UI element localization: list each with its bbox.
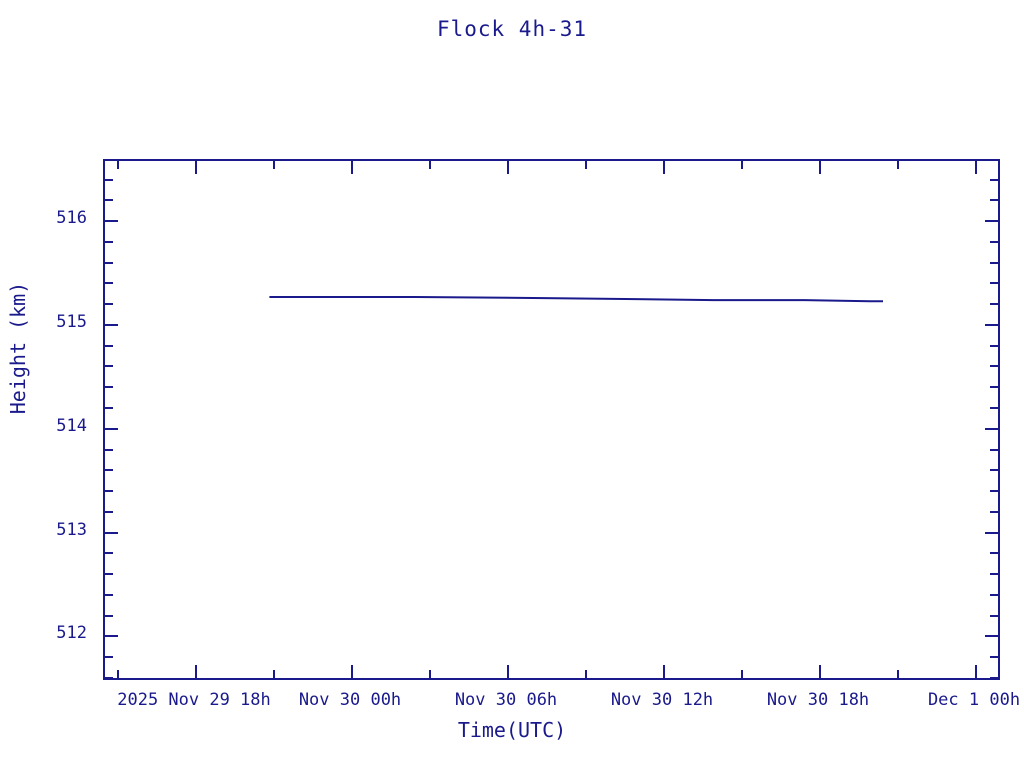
y-axis-minor-tick-right xyxy=(990,510,998,513)
x-axis-minor-tick xyxy=(429,670,431,678)
y-axis-minor-tick-right xyxy=(990,407,998,409)
y-axis-minor-tick xyxy=(105,614,113,617)
y-axis-minor-tick xyxy=(105,656,113,659)
y-axis-minor-tick-right xyxy=(990,573,998,576)
x-axis-minor-tick xyxy=(117,670,119,678)
y-axis-minor-tick xyxy=(105,178,113,181)
x-axis-minor-tick-top xyxy=(897,161,899,169)
x-axis-tick-label: 2025 Nov 29 18h xyxy=(117,690,271,710)
y-axis-minor-tick-right xyxy=(990,656,998,659)
x-axis-minor-tick xyxy=(741,670,743,678)
y-axis-minor-tick xyxy=(105,676,113,679)
x-axis-major-tick-top xyxy=(819,161,821,174)
y-axis-major-tick-right xyxy=(985,635,998,638)
y-axis-minor-tick xyxy=(105,593,113,596)
x-axis-minor-tick xyxy=(585,670,587,678)
x-axis-tick-label: Nov 30 00h xyxy=(298,690,402,710)
y-axis-minor-tick-right xyxy=(990,199,998,202)
x-axis-minor-tick xyxy=(273,670,275,678)
y-axis-minor-tick xyxy=(105,344,113,347)
x-axis-major-tick-top xyxy=(195,161,197,174)
x-axis-minor-tick xyxy=(897,670,899,678)
y-axis-minor-tick-right xyxy=(990,386,998,389)
x-axis-minor-tick-top xyxy=(585,161,587,169)
x-axis-tick-label: Nov 30 18h xyxy=(766,690,870,710)
x-axis-minor-tick-top xyxy=(117,161,119,169)
y-axis-minor-tick xyxy=(105,510,113,513)
y-axis-minor-tick-right xyxy=(990,469,998,472)
x-axis-minor-tick-top xyxy=(273,161,275,169)
y-axis-minor-tick-right xyxy=(990,365,998,368)
x-axis-minor-tick-top xyxy=(429,161,431,169)
y-axis-major-tick-right xyxy=(985,323,998,326)
y-axis-minor-tick-right xyxy=(990,303,998,306)
y-axis-major-tick xyxy=(105,323,118,326)
y-axis-major-tick-right xyxy=(985,427,998,430)
y-axis-major-tick xyxy=(105,635,118,638)
x-axis-tick-label: Nov 30 06h xyxy=(454,690,558,710)
y-axis-minor-tick-right xyxy=(990,344,998,347)
x-axis-major-tick-top xyxy=(663,161,665,174)
y-axis-major-tick-right xyxy=(985,220,998,223)
x-axis-major-tick xyxy=(975,665,977,678)
y-axis-title: Height (km) xyxy=(6,281,30,415)
x-axis-major-tick-top xyxy=(975,161,977,174)
x-axis-major-tick xyxy=(351,665,353,678)
x-axis-minor-tick-top xyxy=(741,161,743,169)
y-axis-tick-label: 516 xyxy=(56,208,87,229)
y-axis-minor-tick xyxy=(105,573,113,576)
x-axis-major-tick-top xyxy=(507,161,509,174)
y-axis-minor-tick-right xyxy=(990,490,998,493)
plot-frame xyxy=(103,159,1000,680)
y-axis-minor-tick-right xyxy=(990,593,998,596)
y-axis-major-tick xyxy=(105,427,118,430)
y-axis-tick-label: 513 xyxy=(56,519,87,540)
y-axis-tick-label: 512 xyxy=(56,623,87,644)
y-axis-minor-tick-right xyxy=(990,282,998,285)
y-axis-minor-tick-right xyxy=(990,261,998,264)
y-axis-minor-tick xyxy=(105,240,113,243)
y-axis-minor-tick xyxy=(105,199,113,202)
chart-title: Flock 4h-31 xyxy=(436,17,588,41)
y-axis-minor-tick-right xyxy=(990,552,998,555)
x-axis-major-tick xyxy=(663,665,665,678)
x-axis-major-tick-top xyxy=(351,161,353,174)
y-axis-minor-tick-right xyxy=(990,178,998,181)
y-axis-minor-tick xyxy=(105,365,113,368)
y-axis-major-tick-right xyxy=(985,531,998,534)
y-axis-minor-tick-right xyxy=(990,676,998,679)
x-axis-tick-label: Dec 1 00h xyxy=(927,690,1021,710)
y-axis-minor-tick xyxy=(105,469,113,472)
y-axis-tick-label: 515 xyxy=(56,311,87,332)
y-axis-tick-label: 514 xyxy=(56,415,87,436)
y-axis-minor-tick xyxy=(105,261,113,264)
y-axis-minor-tick xyxy=(105,552,113,555)
x-axis-major-tick xyxy=(507,665,509,678)
x-axis-major-tick xyxy=(195,665,197,678)
x-axis-title: Time(UTC) xyxy=(457,718,567,742)
y-axis-minor-tick xyxy=(105,282,113,285)
y-axis-major-tick xyxy=(105,531,118,534)
y-axis-minor-tick xyxy=(105,490,113,493)
y-axis-minor-tick-right xyxy=(990,448,998,451)
y-axis-minor-tick-right xyxy=(990,614,998,617)
x-axis-tick-label: Nov 30 12h xyxy=(610,690,714,710)
y-axis-minor-tick xyxy=(105,303,113,306)
y-axis-major-tick xyxy=(105,220,118,223)
y-axis-minor-tick xyxy=(105,448,113,451)
y-axis-minor-tick xyxy=(105,386,113,389)
y-axis-minor-tick xyxy=(105,407,113,409)
x-axis-major-tick xyxy=(819,665,821,678)
y-axis-minor-tick-right xyxy=(990,240,998,243)
